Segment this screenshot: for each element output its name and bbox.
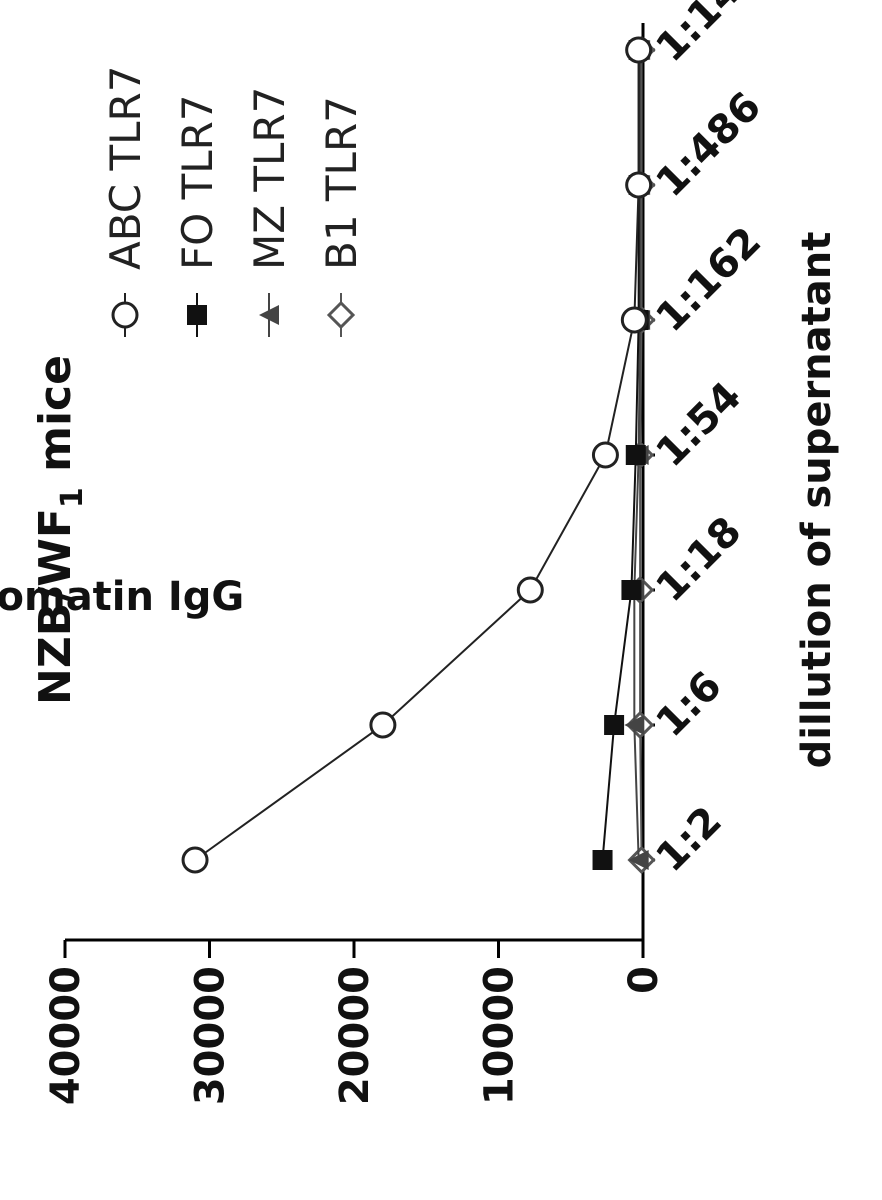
data-point	[326, 300, 356, 330]
data-point	[516, 576, 544, 604]
legend-label: B1 TLR7	[317, 96, 366, 270]
x-tick-label: 1:1458	[648, 0, 790, 71]
chart-title: NZB/WF1 mice	[30, 355, 90, 705]
x-axis-title: dillution of supernatant	[794, 232, 840, 769]
series-abc-tlr7	[181, 36, 653, 874]
y-tick-label: 40000	[43, 966, 89, 1105]
data-point	[625, 36, 653, 64]
x-tick-label: 1:486	[648, 84, 771, 207]
data-point	[624, 715, 645, 735]
data-point	[187, 305, 207, 325]
data-point	[591, 441, 619, 469]
data-point	[628, 850, 649, 870]
x-tick-label: 1:18	[648, 508, 751, 611]
data-point	[259, 305, 279, 325]
y-axis-title: Anti-chromatin IgG	[0, 574, 244, 620]
legend-item: B1 TLR7	[317, 96, 366, 337]
y-tick-label: 20000	[332, 966, 378, 1105]
x-tick-label: 1:54	[648, 373, 751, 476]
y-tick-label: 30000	[188, 966, 234, 1105]
x-tick-label: 1:6	[648, 663, 731, 746]
data-point	[625, 171, 653, 199]
data-point	[111, 301, 139, 329]
legend-item: FO TLR7	[173, 94, 222, 337]
y-tick-label: 0	[621, 966, 667, 994]
data-point	[369, 711, 397, 739]
legend-label: MZ TLR7	[245, 87, 294, 270]
x-tick-label: 1:162	[648, 219, 771, 342]
legend-item: ABC TLR7	[101, 66, 150, 337]
data-point	[592, 850, 613, 870]
data-point	[621, 580, 642, 600]
y-ticks: 0 10000 20000 30000 40000	[43, 940, 667, 1105]
legend-label: FO TLR7	[173, 94, 222, 270]
y-tick-label: 10000	[477, 966, 523, 1105]
legend: ABC TLR7 FO TLR7 MZ TLR7 B1 TLR7	[101, 66, 366, 337]
legend-label: ABC TLR7	[101, 66, 150, 270]
data-point	[604, 715, 625, 735]
data-point	[620, 306, 648, 334]
series-layer	[181, 35, 656, 875]
data-point	[181, 846, 209, 874]
data-point	[625, 445, 646, 465]
x-tick-label: 1:2	[648, 798, 731, 881]
legend-item: MZ TLR7	[245, 87, 294, 337]
